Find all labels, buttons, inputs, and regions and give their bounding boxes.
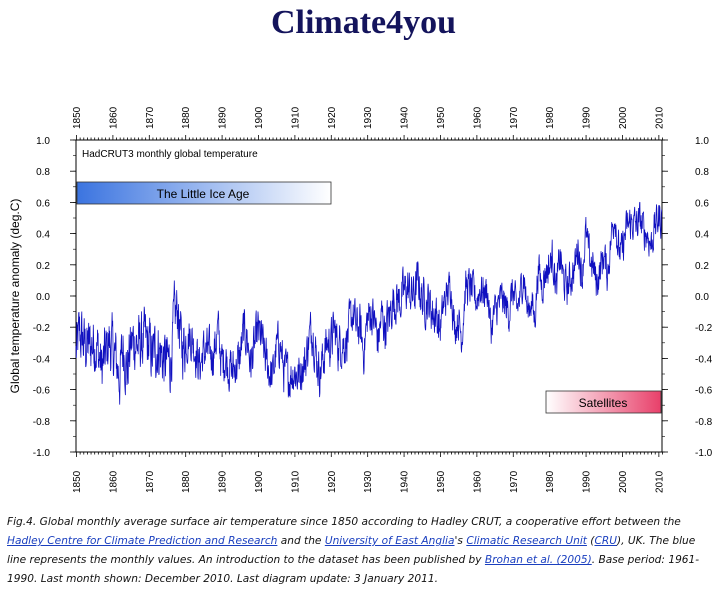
x-tick-label-bottom: 1860 <box>108 470 119 493</box>
x-tick-label-bottom: 2000 <box>618 470 629 493</box>
x-tick-label-bottom: 1990 <box>582 470 593 493</box>
x-tick-label-bottom: 1880 <box>181 470 192 493</box>
y-tick-label-right: 0.2 <box>695 261 709 272</box>
x-tick-label-bottom: 1890 <box>218 470 229 493</box>
y-tick-label-left: -0.4 <box>33 354 51 365</box>
x-tick-label-top: 1960 <box>472 106 483 129</box>
satellites-band <box>545 390 662 414</box>
x-tick-label-bottom: 1980 <box>545 470 556 493</box>
x-tick-label-top: 1920 <box>327 106 338 129</box>
x-tick-label-bottom: 1850 <box>72 470 83 493</box>
y-tick-label-left: 0.8 <box>36 167 50 178</box>
y-ticks-right: -1.0 -0.8 -0.6 -0.4 -0.2 0.0 0.2 0.4 0.6 0.8 1.0 <box>662 136 713 459</box>
y-tick-label-left: -0.8 <box>33 417 51 428</box>
caption-paren: ( <box>586 535 595 547</box>
chart-title: HadCRUT3 monthly global temperature <box>82 149 258 160</box>
x-ticks-top: 1850 1860 1870 1880 1890 1900 1910 1920 1930 1940… <box>72 106 665 140</box>
caption-suffix: . Base period: 1961-1990. Last month sho… <box>7 554 700 585</box>
site-title: Climate4you <box>270 4 457 41</box>
x-tick-label-bottom: 1900 <box>254 470 265 493</box>
x-tick-label-top: 1940 <box>400 106 411 129</box>
temperature-chart: 1850 1860 1870 1880 1890 1900 1910 1920 1930 1940… <box>8 106 713 493</box>
x-tick-label-top: 1870 <box>145 106 156 129</box>
y-tick-label-left: 0.6 <box>36 198 50 209</box>
little-ice-age-label: The Little Ice Age <box>157 187 250 201</box>
brohan-link[interactable]: Brohan et al. (2005) <box>484 554 592 566</box>
satellites-label: Satellites <box>579 396 628 410</box>
y-tick-label-right: -1.0 <box>695 448 713 459</box>
caption-apostrophe: 's <box>454 535 467 547</box>
y-tick-label-right: -0.4 <box>695 354 713 365</box>
x-tick-label-bottom: 1950 <box>436 470 447 493</box>
x-tick-label-top: 1910 <box>290 106 301 129</box>
series-layer <box>75 201 663 405</box>
x-tick-label-bottom: 1920 <box>327 470 338 493</box>
y-tick-label-right: 0.8 <box>695 167 709 178</box>
x-tick-label-top: 1880 <box>181 106 192 129</box>
x-tick-label-top: 1890 <box>218 106 229 129</box>
monthly-temperature-line <box>75 201 663 405</box>
x-tick-label-bottom: 1940 <box>400 470 411 493</box>
caption-and-the: and the <box>277 535 325 547</box>
x-tick-label-top: 1860 <box>108 106 119 129</box>
y-tick-label-left: 1.0 <box>36 136 50 147</box>
figure-caption: Fig.4. Global monthly average surface ai… <box>7 513 715 589</box>
x-tick-label-top: 1950 <box>436 106 447 129</box>
y-tick-label-left: -1.0 <box>33 448 51 459</box>
y-tick-label-right: -0.8 <box>695 417 713 428</box>
y-tick-label-left: -0.6 <box>33 386 51 397</box>
caption-uk: ), UK. The blue line represents the mont… <box>7 535 696 566</box>
y-tick-label-right: 0.4 <box>695 230 709 241</box>
y-tick-label-left: 0.0 <box>36 292 50 303</box>
y-ticks-left: -1.0 -0.8 -0.6 -0.4 -0.2 0.0 0.2 0.4 0.6 0.8 1.0 <box>33 136 76 459</box>
y-tick-label-right: 1.0 <box>695 136 709 147</box>
x-tick-label-top: 1970 <box>509 106 520 129</box>
climatic-research-unit-link[interactable]: Climatic Research Unit <box>466 535 587 547</box>
y-axis-label: Global temperature anomaly (deg.C) <box>8 199 22 394</box>
y-tick-label-left: -0.2 <box>33 323 51 334</box>
x-tick-label-top: 1900 <box>254 106 265 129</box>
x-tick-label-bottom: 1910 <box>290 470 301 493</box>
y-tick-label-left: 0.2 <box>36 261 50 272</box>
x-tick-label-top: 2010 <box>654 106 665 129</box>
y-tick-label-right: 0.6 <box>695 198 709 209</box>
x-tick-label-bottom: 1960 <box>472 470 483 493</box>
x-tick-label-bottom: 1870 <box>145 470 156 493</box>
x-ticks-bottom: 1850 1860 1870 1880 1890 1900 1910 1920 1930 1940… <box>72 452 665 493</box>
x-tick-label-top: 1990 <box>582 106 593 129</box>
y-tick-label-right: 0.0 <box>695 292 709 303</box>
caption-prefix: Fig.4. Global monthly average surface ai… <box>7 516 681 528</box>
x-tick-label-top: 1930 <box>363 106 374 129</box>
uea-link[interactable]: University of East Anglia <box>324 535 455 547</box>
hadley-centre-link[interactable]: Hadley Centre for Climate Prediction and… <box>7 535 278 547</box>
x-tick-label-top: 1850 <box>72 106 83 129</box>
x-tick-label-bottom: 2010 <box>654 470 665 493</box>
x-tick-label-top: 1980 <box>545 106 556 129</box>
cru-link[interactable]: CRU <box>594 535 617 547</box>
x-tick-label-top: 2000 <box>618 106 629 129</box>
y-tick-label-left: 0.4 <box>36 230 50 241</box>
y-tick-label-right: -0.2 <box>695 323 713 334</box>
x-tick-label-bottom: 1970 <box>509 470 520 493</box>
little-ice-age-band <box>76 181 332 205</box>
x-tick-label-bottom: 1930 <box>363 470 374 493</box>
y-tick-label-right: -0.6 <box>695 386 713 397</box>
